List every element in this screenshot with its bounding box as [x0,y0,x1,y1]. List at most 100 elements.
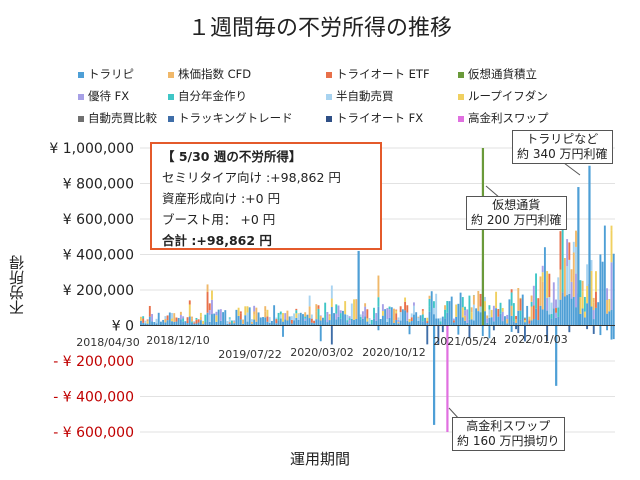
bar-segment [275,319,278,324]
bar-segment [266,321,269,326]
bar-segment [444,318,446,326]
bar-segment [348,323,351,326]
bar-segment [455,316,458,326]
bar-segment [319,320,322,326]
bar-segment [282,313,284,322]
bar-segment [559,231,562,270]
bar-segment [583,317,586,326]
bar-segment [242,319,244,324]
bar-segment [239,313,242,320]
x-tick-label: 2022/01/03 [504,333,567,346]
x-tick-label: 2019/07/22 [218,348,281,361]
bar-segment [306,314,309,326]
bar-segment [490,309,493,318]
bar-segment [537,320,540,326]
bar-segment [470,312,473,320]
bar-segment [215,311,218,316]
bar-segment [586,264,589,286]
bar-segment [566,239,569,267]
bar-segment [528,318,531,321]
bar-segment [326,322,329,326]
bar-segment [517,310,520,326]
y-tick-label: ¥ 400,000 [63,248,134,264]
bar-segment [335,304,338,314]
y-tick-label: - ¥ 200,000 [53,354,134,370]
bar-negative [599,325,602,336]
bar-segment [452,318,455,321]
bar-segment [439,324,442,326]
bar-segment [279,311,282,315]
bar-segment [222,312,225,326]
bar-segment [219,320,222,326]
bar-negative [488,325,491,339]
bar-segment [146,323,149,326]
bar-segment [583,311,586,318]
bar-segment [488,317,491,326]
bar-segment [348,318,351,320]
y-tick-label: ¥ 0 [112,319,134,335]
bar-segment [561,292,564,326]
bar-segment [146,319,149,321]
bar-segment [310,322,313,326]
bar-negative-large [432,325,436,425]
bar-segment [428,306,431,312]
bar-segment [330,285,333,299]
bar-segment [368,318,371,324]
bar-segment [552,282,555,309]
bar-segment [495,291,498,309]
bar-segment [592,319,595,326]
bar-segment [586,303,589,326]
bar-segment [543,247,546,326]
bar-segment [335,313,338,320]
bar-segment [608,299,611,312]
bar-segment [566,266,569,296]
bar-segment [501,311,504,322]
bar-segment [515,319,518,323]
bar-segment [361,311,364,315]
bar-segment [559,269,562,300]
bar-segment [426,323,429,326]
y-tick-label: ¥ 600,000 [63,212,134,228]
bar-segment [288,316,291,326]
bar-segment [579,313,582,326]
bar-segment [404,310,407,326]
bar-segment [497,308,500,317]
bar-segment [575,230,577,247]
bar-segment [539,305,542,326]
bar-segment [506,323,509,326]
bar-segment [512,303,515,317]
bar-segment [346,320,349,323]
bar-segment [166,315,169,321]
legend-swatch [168,115,174,122]
bar-segment [171,321,173,326]
bar-segment [266,316,269,322]
bar-segment [197,319,200,323]
bar-segment [293,320,296,326]
bar-segment [488,309,491,315]
bar-segment [535,273,537,309]
bar-negative [457,325,460,335]
bar-segment [413,302,415,306]
bar-segment [512,321,515,326]
bar-segment [348,319,351,324]
bar-segment [519,310,522,320]
bar-segment [164,316,167,319]
bar-segment [377,275,380,298]
bar-segment [466,322,469,326]
bar-segment [439,321,442,325]
bar-segment [266,309,269,317]
bar-segment [337,305,340,317]
bar-negative [426,325,429,345]
bar-segment [375,313,378,321]
bar-segment [426,321,429,324]
bar-segment [421,310,424,315]
bar-segment [610,262,613,311]
bar-segment [355,299,358,320]
bar-segment [339,313,342,319]
bar-segment [233,321,236,324]
bar-segment [479,298,482,307]
bar-segment [153,322,156,326]
bar-negative [546,325,549,341]
legend-swatch [78,71,84,78]
bar-negative [610,325,613,340]
